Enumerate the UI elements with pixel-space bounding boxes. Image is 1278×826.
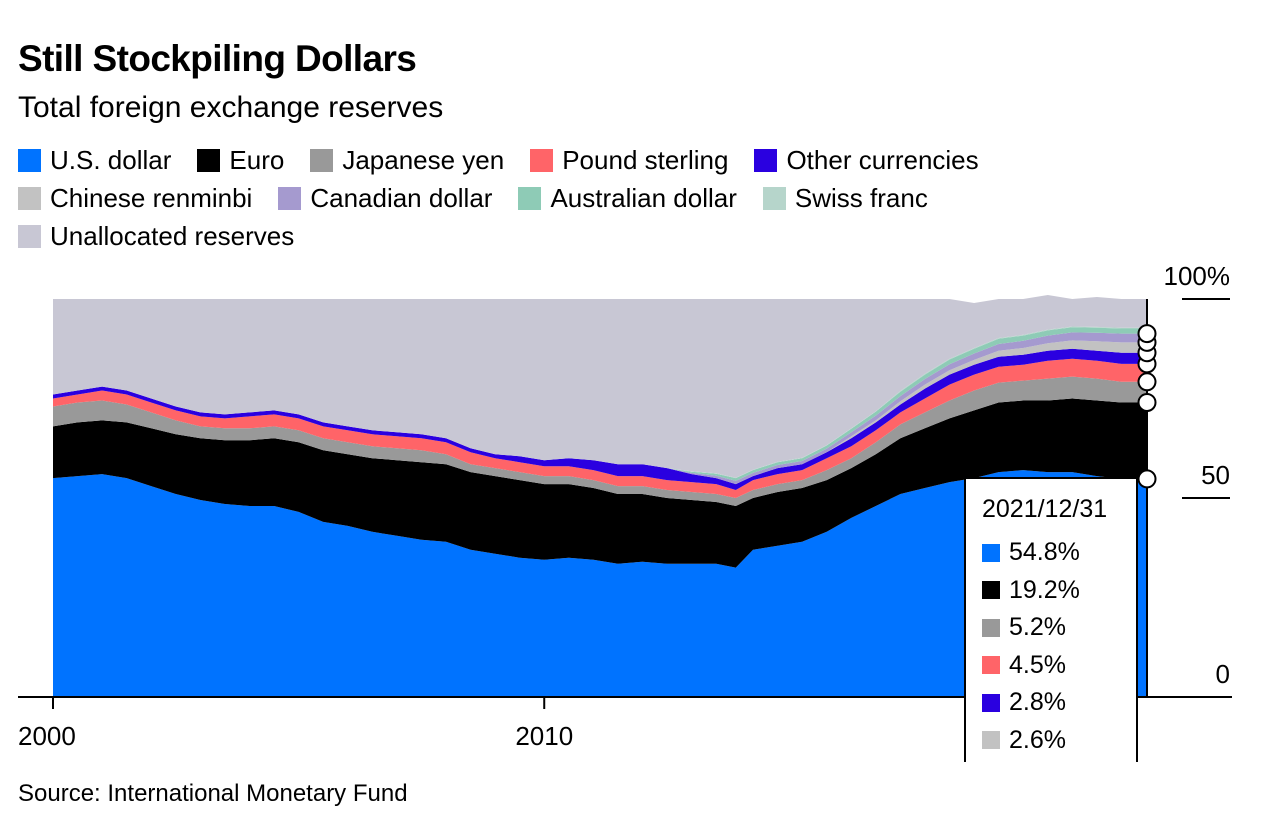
legend-item-cny[interactable]: Chinese renminbi [18,182,252,214]
tooltip-row: 2.8% [982,684,1136,722]
hover-tooltip: 2021/12/31 54.8% 19.2% 5.2% 4.5% 2.8% 2.6% 2.2… [964,477,1138,762]
area-eur[interactable] [53,398,1146,568]
tooltip-value: 5.2% [1009,613,1066,641]
legend-label-aud: Australian dollar [550,183,737,213]
x-tick-label: 2000 [18,721,76,751]
legend-label-unallocated: Unallocated reserves [50,221,295,251]
tooltip-value: 54.8% [1009,538,1080,566]
tooltip-rows: 54.8% 19.2% 5.2% 4.5% 2.8% 2.6% 2.2% [982,534,1136,762]
tooltip-row: 2.6% [982,722,1136,760]
legend-swatch-gbp [530,148,554,172]
tooltip-swatch [982,656,1000,675]
legend-swatch-cad [278,186,302,210]
legend-label-cny: Chinese renminbi [50,183,253,213]
legend-item-chf[interactable]: Swiss franc [762,182,928,214]
legend-item-eur[interactable]: Euro [197,144,284,176]
tooltip-swatch [982,731,1000,750]
tooltip-swatch [982,618,1000,637]
legend-swatch-chf [762,186,786,210]
chart-legend: U.S. dollar Euro Japanese yen Pound sterlin… [18,144,1118,252]
tooltip-value: 2.8% [1009,688,1066,716]
legend-swatch-jpy [310,148,334,172]
y-tick-label: 0 [1216,659,1230,689]
legend-label-chf: Swiss franc [794,183,928,213]
legend-item-unallocated[interactable]: Unallocated reserves [18,220,294,252]
area-usd[interactable] [53,470,1146,697]
legend-item-aud[interactable]: Australian dollar [518,182,737,214]
legend-item-cad[interactable]: Canadian dollar [278,182,492,214]
legend-label-eur: Euro [229,145,285,175]
y-tick-label: 50 [1201,460,1230,490]
tooltip-date: 2021/12/31 [982,495,1108,523]
hover-marker-usd [1137,469,1157,489]
area-gbp[interactable] [53,358,1146,498]
hover-marker-eur [1137,392,1157,412]
legend-label-cad: Canadian dollar [310,183,493,213]
legend-label-jpy: Japanese yen [342,145,505,175]
legend-item-usd[interactable]: U.S. dollar [18,144,171,176]
tooltip-row: 2.2% [982,759,1136,762]
tooltip-value: 19.2% [1009,575,1080,604]
tooltip-swatch [982,543,1000,562]
tooltip-row: 5.2% [982,609,1136,647]
tooltip-row: 19.2% [982,572,1136,610]
chart-subtitle: Total foreign exchange reserves [18,91,444,124]
area-jpy[interactable] [53,376,1146,506]
legend-swatch-aud [518,186,542,210]
chart-title: Still Stockpiling Dollars [18,38,417,79]
x-tick-label: 2010 [515,721,573,751]
legend-swatch-unallocated [18,224,41,248]
area-other[interactable] [53,348,1146,490]
legend-swatch-other [754,148,778,172]
legend-label-other: Other currencies [786,145,979,175]
hover-marker-jpy [1137,372,1157,392]
tooltip-row: 54.8% [982,534,1136,572]
legend-item-gbp[interactable]: Pound sterling [530,144,728,176]
legend-swatch-usd [18,148,41,172]
tooltip-row: 4.5% [982,647,1136,685]
tooltip-value: 2.6% [1009,725,1066,754]
tooltip-value: 4.5% [1009,650,1066,679]
tooltip-value: 2.2% [1009,759,1066,762]
legend-swatch-eur [197,148,221,172]
source-note: Source: International Monetary Fund [18,780,408,807]
y-tick-label: 100% [1164,261,1231,291]
area-unallocated[interactable] [53,295,1146,478]
tooltip-swatch [982,693,1000,712]
legend-label-gbp: Pound sterling [562,145,729,175]
legend-label-usd: U.S. dollar [50,145,172,175]
tooltip-swatch [982,581,1000,600]
hover-marker-cad [1137,324,1157,344]
legend-item-jpy[interactable]: Japanese yen [310,144,504,176]
legend-item-other[interactable]: Other currencies [754,144,979,176]
legend-swatch-cny [18,186,41,210]
